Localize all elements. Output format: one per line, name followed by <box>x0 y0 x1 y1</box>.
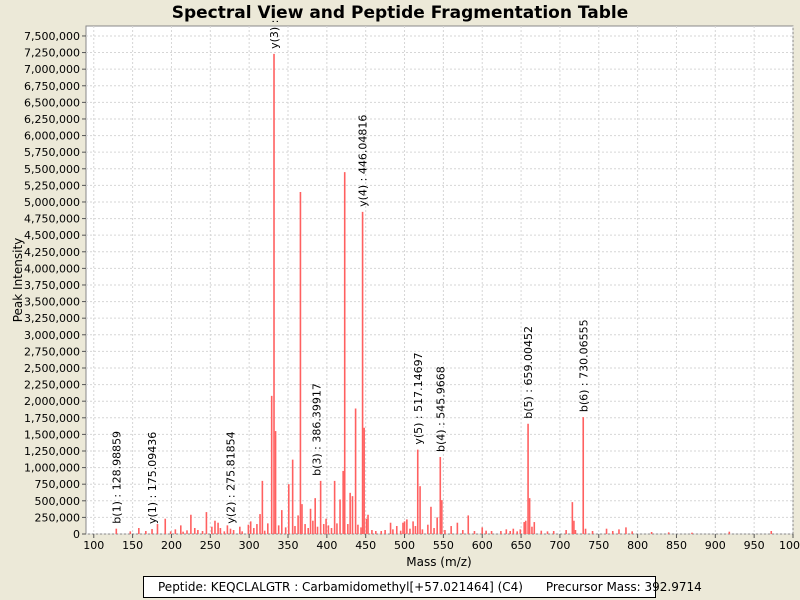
x-axis-ticks: 100 150 200 250 300 350 400 450 500 550 600 650 700 7… <box>83 534 800 552</box>
x-tick-label: 850 <box>666 539 687 552</box>
y-tick-label: 1,250,000 <box>24 445 80 458</box>
y-tick-label: 3,500,000 <box>24 296 80 309</box>
y-tick-label: 7,250,000 <box>24 47 80 60</box>
y-tick-label: 1,000,000 <box>24 462 80 475</box>
y-tick-label: 5,750,000 <box>24 146 80 159</box>
peptide-text: Peptide: KEQCLALGTR : Carbamidomethyl[+5… <box>158 580 523 594</box>
y-tick-label: 7,000,000 <box>24 63 80 76</box>
peak-annotation-label: y(1) : 175.09436 <box>146 432 159 524</box>
peak-annotation-label: b(6) : 730.06555 <box>577 319 590 412</box>
x-tick-label: 250 <box>200 539 221 552</box>
y-tick-label: 5,000,000 <box>24 196 80 209</box>
y-tick-label: 750,000 <box>35 478 81 491</box>
y-tick-label: 250,000 <box>35 511 81 524</box>
x-tick-label: 750 <box>588 539 609 552</box>
y-tick-label: 2,500,000 <box>24 362 80 375</box>
x-tick-label: 950 <box>744 539 765 552</box>
y-tick-label: 3,000,000 <box>24 329 80 342</box>
x-tick-label: 200 <box>161 539 182 552</box>
y-tick-label: 6,500,000 <box>24 96 80 109</box>
y-tick-label: 2,000,000 <box>24 395 80 408</box>
y-tick-label: 1,750,000 <box>24 412 80 425</box>
x-tick-label: 100 <box>83 539 104 552</box>
x-tick-label: 800 <box>627 539 648 552</box>
x-tick-label: 300 <box>239 539 260 552</box>
y-tick-label: 500,000 <box>35 495 81 508</box>
y-tick-label: 2,250,000 <box>24 379 80 392</box>
y-tick-label: 7,500,000 <box>24 30 80 43</box>
x-tick-label: 550 <box>433 539 454 552</box>
peak-annotation-label: y(4) : 446.04816 <box>357 115 370 207</box>
x-tick-label: 450 <box>355 539 376 552</box>
x-tick-label: 150 <box>122 539 143 552</box>
peak-annotation-label: y(5) : 517.14697 <box>412 352 425 444</box>
y-axis-ticks: 0 250,000 500,000 750,000 1,000,000 1,250,000… <box>24 30 86 541</box>
y-tick-label: 3,750,000 <box>24 279 80 292</box>
y-tick-label: 5,250,000 <box>24 179 80 192</box>
y-tick-label: 0 <box>73 528 80 541</box>
y-tick-label: 6,250,000 <box>24 113 80 126</box>
grid <box>86 26 794 535</box>
x-tick-label: 700 <box>549 539 570 552</box>
y-tick-label: 4,000,000 <box>24 262 80 275</box>
peak-annotation-label: y(2) : 275.81854 <box>224 431 237 523</box>
peak-annotation-label: y(3) : <box>268 20 281 49</box>
peak-annotation-label: b(5) : 659.00452 <box>522 326 535 419</box>
precursor-mass-text: Precursor Mass: 392.9714 <box>545 580 702 594</box>
x-tick-label: 400 <box>316 539 337 552</box>
y-tick-label: 1,500,000 <box>24 428 80 441</box>
peak-annotation-label: b(1) : 128.98859 <box>110 431 123 524</box>
x-tick-label: 600 <box>472 539 493 552</box>
y-tick-label: 3,250,000 <box>24 312 80 325</box>
y-tick-label: 2,750,000 <box>24 345 80 358</box>
y-tick-label: 5,500,000 <box>24 163 80 176</box>
y-tick-label: 4,250,000 <box>24 246 80 259</box>
y-tick-label: 4,500,000 <box>24 229 80 242</box>
x-tick-label: 650 <box>511 539 532 552</box>
y-tick-label: 6,000,000 <box>24 130 80 143</box>
peak-annotations: b(1) : 128.98859 y(1) : 175.09436 y(2) : 2… <box>110 20 590 524</box>
peak-annotation-label: b(4) : 545.9668 <box>434 366 447 452</box>
peak-annotation-label: b(3) : 386.39917 <box>310 383 323 476</box>
x-tick-label: 500 <box>394 539 415 552</box>
x-axis-title: Mass (m/z) <box>406 555 471 569</box>
x-tick-label: 350 <box>278 539 299 552</box>
peak-bars <box>115 53 773 534</box>
x-tick-label: 900 <box>705 539 726 552</box>
peptide-info-box: Peptide: KEQCLALGTR : Carbamidomethyl[+5… <box>143 576 702 598</box>
chart-title: Spectral View and Peptide Fragmentation … <box>171 3 629 23</box>
y-axis-title: Peak Intensity <box>11 238 25 323</box>
y-tick-label: 6,750,000 <box>24 80 80 93</box>
y-tick-label: 4,750,000 <box>24 213 80 226</box>
